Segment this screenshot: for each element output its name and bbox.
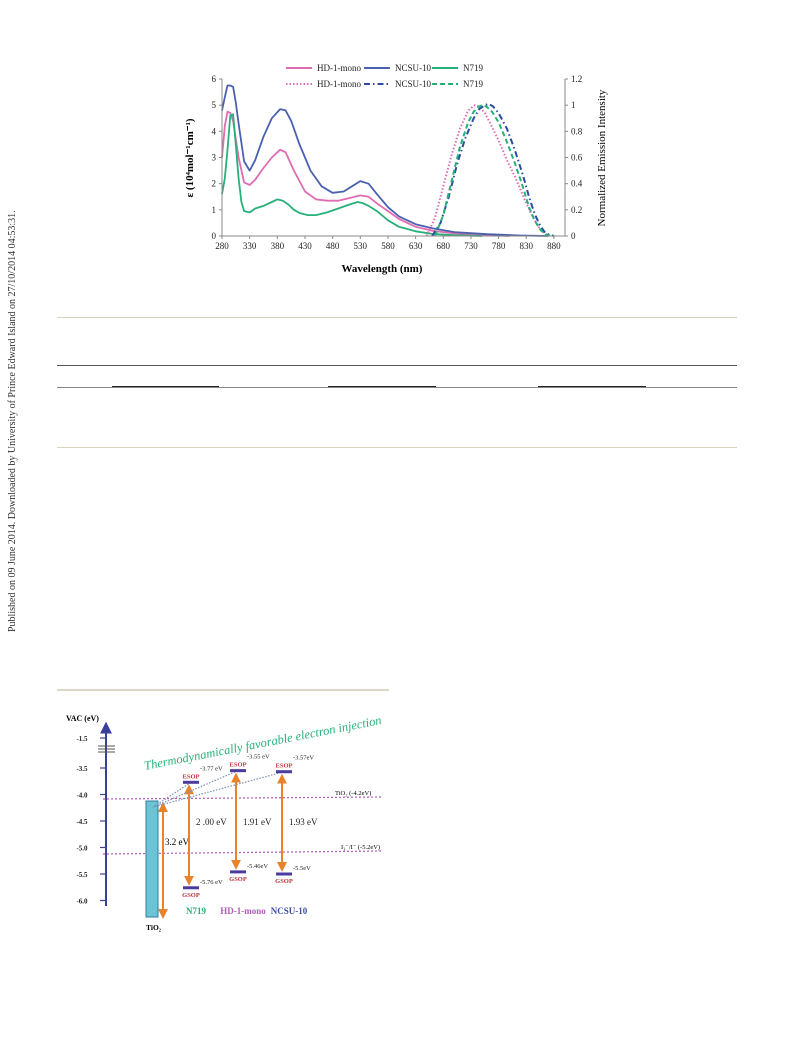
y-tick-label: 6 (212, 74, 217, 84)
series-line-emission-ncsu-10 (431, 102, 555, 237)
series-line-emission-n719 (434, 104, 555, 237)
x-tick-label: 780 (492, 241, 506, 251)
esop-level-bar (183, 780, 199, 784)
esop-level-bar (276, 770, 292, 774)
x-tick-label: 580 (381, 241, 395, 251)
energy-tick-label: -4.5 (76, 818, 88, 826)
table-bottom-rule (57, 447, 737, 448)
y-tick-label: 1 (212, 205, 217, 215)
x-tick-label: 280 (215, 241, 229, 251)
energy-tick-label: -5.5 (76, 871, 88, 879)
tio2-label: TiO₂ (146, 923, 162, 932)
x-tick-label: 330 (243, 241, 257, 251)
energy-tick-label: -6.0 (76, 898, 88, 906)
gsop-level-bar (230, 870, 246, 874)
esop-label: ESOP (230, 762, 247, 769)
injection-banner: Thermodynamically favorable electron inj… (143, 713, 383, 773)
x-axis-title: Wavelength (nm) (342, 263, 423, 275)
y2-tick-label: 1 (571, 100, 576, 110)
legend-label: NCSU-10 (395, 79, 432, 89)
energy-tick-label: -3.5 (76, 765, 88, 773)
energy-tick-label: -4.0 (76, 792, 88, 800)
y-tick-label: 4 (212, 126, 217, 136)
energy-axis-ticks: -1.5 -3.5 -4.0 -4.5 -5.0 -5.5 -6.0 (76, 735, 106, 906)
x-tick-label: 880 (547, 241, 561, 251)
series-line-absorption-n719 (221, 113, 483, 237)
legend-label: HD-1-mono (317, 79, 361, 89)
tio2-conduction-band-line (102, 796, 384, 800)
y-tick-label: 3 (212, 153, 217, 163)
gsop-label: GSOP (229, 876, 247, 883)
table-column-rule-segment (328, 386, 436, 387)
y-tick-label: 2 (212, 179, 217, 189)
table-column-rule-segment (538, 386, 646, 387)
y2-tick-label: 1.2 (571, 74, 582, 84)
gsop-label: GSOP (275, 878, 293, 885)
y-axis-title: ε (10⁴mol⁻¹cm⁻¹) (184, 118, 196, 197)
x-tick-label: 530 (354, 241, 368, 251)
injection-path (152, 770, 239, 808)
x-tick-label: 380 (271, 241, 285, 251)
esop-value: -3.55 eV (247, 754, 270, 761)
series-line-absorption-ncsu-10 (221, 84, 549, 237)
redox-level-label: I₃⁻/I⁻ (-5.2eV) (341, 844, 380, 851)
figure-top-rule (57, 689, 389, 691)
band-gap-label: 1.91 eV (243, 817, 272, 827)
gsop-level-bar (183, 886, 199, 890)
x-tick-label: 630 (409, 241, 423, 251)
table-column-rule-segment (112, 386, 219, 387)
energy-axis-label: VAC (eV) (66, 714, 99, 723)
x-tick-label: 480 (326, 241, 340, 251)
y2-tick-label: 0 (571, 231, 576, 241)
legend-label: N719 (463, 79, 483, 89)
esop-label: ESOP (183, 773, 200, 780)
x-tick-label: 680 (437, 241, 451, 251)
y2-axis-title: Normalized Emission Intensity (596, 89, 608, 226)
gsop-value: -5.76 eV (200, 879, 223, 886)
series-line-emission-hd-1-mono (425, 104, 550, 237)
legend-label: HD-1-mono (317, 63, 361, 73)
gsop-label: GSOP (182, 892, 200, 899)
energy-tick-label: -5.0 (76, 845, 88, 853)
legend-label: NCSU-10 (395, 63, 432, 73)
x-tick-label: 430 (298, 241, 312, 251)
chart-series-group (221, 84, 555, 237)
table-header-rule (57, 365, 737, 366)
gsop-value: -5.46eV (247, 863, 268, 870)
tio2-conduction-band-label: TiO₂ (-4.2eV) (335, 790, 371, 797)
esop-value: -3.57eV (293, 755, 314, 762)
table-column-rule (57, 387, 737, 388)
band-gap-label: 1.93 eV (289, 817, 318, 827)
injection-path (152, 771, 285, 808)
energy-tick-label: -1.5 (76, 735, 88, 743)
redox-level-line (102, 850, 384, 855)
dye-name-label: HD-1-mono (220, 906, 266, 916)
x-tick-label: 730 (464, 241, 478, 251)
dye-name-label: N719 (186, 906, 206, 916)
tio2-band (145, 800, 159, 918)
y2-tick-label: 0.6 (571, 153, 583, 163)
dye-name-label: NCSU-10 (271, 906, 308, 916)
band-gap-label: 2 .00 eV (196, 817, 227, 827)
gsop-value: -5.5eV (293, 865, 311, 872)
x-tick-label: 830 (520, 241, 534, 251)
esop-label: ESOP (276, 763, 293, 770)
legend-label: N719 (463, 63, 483, 73)
esop-level-bar (230, 769, 246, 773)
y-tick-label: 5 (212, 100, 217, 110)
y2-tick-label: 0.2 (571, 205, 582, 215)
esop-value: -3.77 eV (200, 765, 223, 772)
tio2-gap-label: 3.2 eV (165, 837, 189, 847)
table-top-rule (57, 317, 737, 318)
gsop-level-bar (276, 872, 292, 876)
chart-axes: 280 330 380 430 480 530 580 630 680 730 780 830 8800… (212, 74, 583, 251)
chart-legend: HD-1-mono NCSU-10 N719 HD-1-mono NCSU-10 N719 (286, 63, 483, 89)
injection-path (152, 781, 192, 808)
y2-tick-label: 0.8 (571, 126, 583, 136)
y-tick-label: 0 (212, 231, 217, 241)
y2-tick-label: 0.4 (571, 179, 583, 189)
